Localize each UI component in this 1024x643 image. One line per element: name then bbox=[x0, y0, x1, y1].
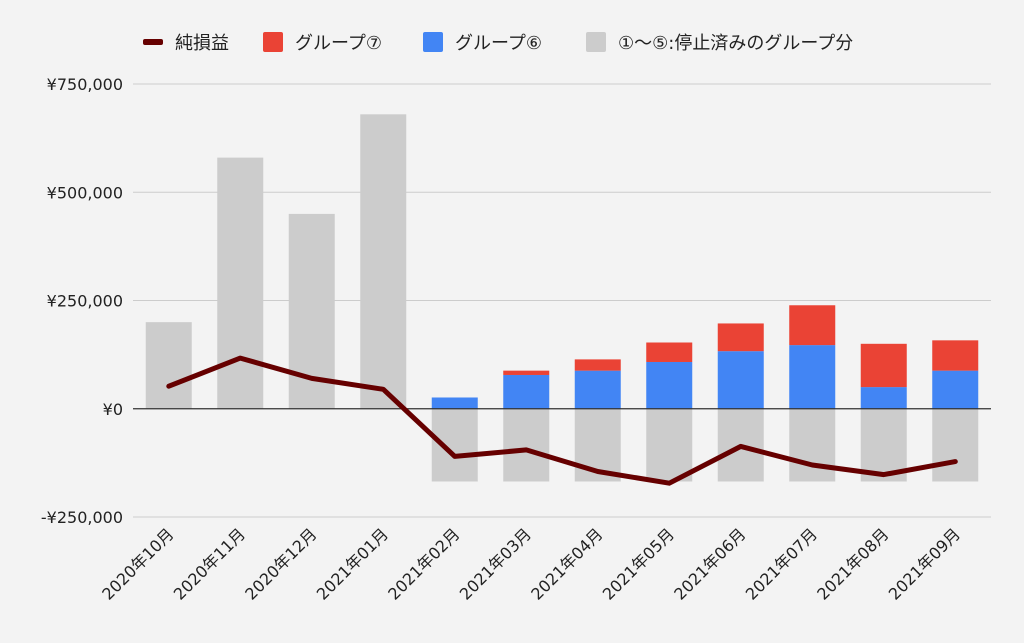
bar-group6 bbox=[717, 351, 764, 409]
gridlines bbox=[133, 83, 991, 518]
bar-stopped bbox=[360, 114, 407, 409]
legend: 純損益 グループ⑦ グループ⑥ ①〜⑤:停止済みのグループ分 bbox=[143, 32, 853, 54]
x-tick-label: 2021年07月 bbox=[742, 524, 821, 603]
bar-stopped bbox=[503, 408, 550, 482]
bar-stopped bbox=[145, 322, 192, 409]
y-tick-label: ¥0 bbox=[103, 400, 123, 419]
bar-group7 bbox=[789, 305, 836, 346]
bar-stopped bbox=[932, 408, 979, 482]
bar-group6 bbox=[503, 374, 550, 409]
x-tick-label: 2021年02月 bbox=[384, 524, 463, 603]
bars bbox=[145, 114, 979, 482]
bar-group6 bbox=[646, 361, 693, 409]
bar-stopped bbox=[431, 408, 478, 482]
series-line-net bbox=[166, 355, 958, 486]
bar-group6 bbox=[860, 387, 907, 409]
x-tick-label: 2021年05月 bbox=[599, 524, 678, 603]
x-axis-ticks: 2020年10月2020年11月2020年12月2021年01月2021年02月… bbox=[98, 524, 964, 603]
bar-stopped bbox=[789, 408, 836, 482]
bar-stopped bbox=[646, 408, 693, 482]
net-line bbox=[166, 355, 958, 486]
y-tick-label: ¥250,000 bbox=[47, 292, 123, 311]
y-axis-ticks: -¥250,000 ¥0 ¥250,000 ¥500,000 ¥750,000 bbox=[41, 75, 123, 527]
x-tick-label: 2020年10月 bbox=[98, 524, 177, 603]
bar-group7 bbox=[646, 342, 693, 362]
bar-stopped bbox=[217, 157, 264, 409]
bar-group6 bbox=[574, 370, 621, 409]
bar-group7 bbox=[717, 323, 764, 352]
legend-label-group6: グループ⑥ bbox=[455, 33, 542, 54]
legend-swatch-group6 bbox=[423, 32, 443, 52]
legend-swatch-group7 bbox=[263, 32, 283, 52]
bar-group6 bbox=[431, 397, 478, 409]
x-tick-label: 2021年04月 bbox=[527, 524, 606, 603]
bar-group7 bbox=[503, 370, 550, 375]
y-tick-label: ¥500,000 bbox=[47, 183, 123, 202]
y-tick-label: -¥250,000 bbox=[41, 508, 123, 527]
x-tick-label: 2020年12月 bbox=[241, 524, 320, 603]
bar-group6 bbox=[789, 345, 836, 409]
x-tick-label: 2020年11月 bbox=[170, 524, 249, 603]
x-tick-label: 2021年08月 bbox=[813, 524, 892, 603]
x-tick-label: 2021年06月 bbox=[670, 524, 749, 603]
bar-group7 bbox=[860, 343, 907, 388]
legend-swatch-net bbox=[143, 39, 163, 45]
x-tick-label: 2021年03月 bbox=[456, 524, 535, 603]
legend-label-net: 純損益 bbox=[175, 33, 229, 54]
legend-label-stopped: ①〜⑤:停止済みのグループ分 bbox=[618, 33, 853, 54]
x-tick-label: 2021年01月 bbox=[313, 524, 392, 603]
x-tick-label: 2021年09月 bbox=[885, 524, 964, 603]
bar-group6 bbox=[932, 370, 979, 409]
legend-label-group7: グループ⑦ bbox=[295, 33, 382, 54]
y-tick-label: ¥750,000 bbox=[47, 75, 123, 94]
bar-group7 bbox=[932, 340, 979, 371]
bar-group7 bbox=[574, 359, 621, 371]
legend-swatch-stopped bbox=[586, 32, 606, 52]
